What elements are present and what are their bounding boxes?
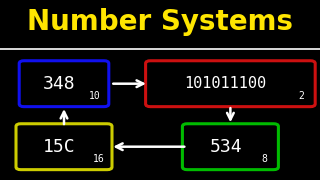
Text: 534: 534 bbox=[209, 138, 242, 156]
Text: 15C: 15C bbox=[43, 138, 76, 156]
Text: 16: 16 bbox=[92, 154, 104, 164]
FancyBboxPatch shape bbox=[182, 124, 278, 170]
Text: 10: 10 bbox=[89, 91, 101, 101]
FancyBboxPatch shape bbox=[19, 61, 109, 107]
Text: 8: 8 bbox=[262, 154, 268, 164]
Text: 2: 2 bbox=[299, 91, 304, 101]
FancyBboxPatch shape bbox=[16, 124, 112, 170]
Text: 348: 348 bbox=[43, 75, 76, 93]
FancyBboxPatch shape bbox=[146, 61, 315, 107]
Text: Number Systems: Number Systems bbox=[27, 8, 293, 37]
Text: 101011100: 101011100 bbox=[185, 76, 267, 91]
